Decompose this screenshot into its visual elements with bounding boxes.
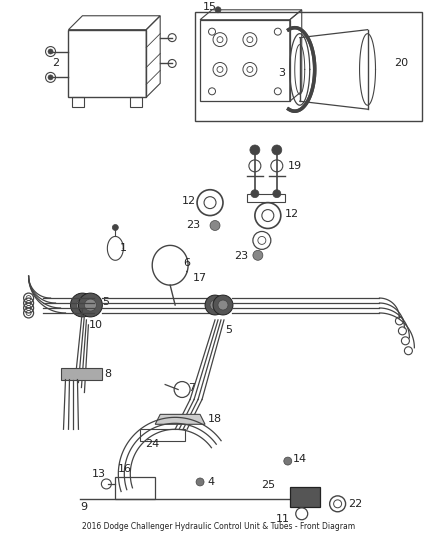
- Circle shape: [218, 300, 228, 310]
- Bar: [68, 30, 146, 97]
- Circle shape: [210, 221, 220, 230]
- Text: 1: 1: [120, 244, 127, 253]
- Circle shape: [272, 145, 282, 155]
- Text: 11: 11: [276, 514, 290, 524]
- Circle shape: [284, 457, 292, 465]
- Bar: [115, 477, 155, 499]
- Text: 14: 14: [293, 454, 307, 464]
- Circle shape: [253, 251, 263, 260]
- Circle shape: [251, 190, 259, 198]
- Text: 5: 5: [225, 325, 232, 335]
- Text: 20: 20: [395, 59, 409, 68]
- Text: 25: 25: [261, 480, 275, 490]
- Text: 2016 Dodge Challenger Hydraulic Control Unit & Tubes - Front Diagram: 2016 Dodge Challenger Hydraulic Control …: [82, 522, 356, 531]
- Circle shape: [273, 190, 281, 198]
- Text: 4: 4: [207, 477, 214, 487]
- Text: 10: 10: [88, 320, 102, 330]
- Circle shape: [71, 293, 95, 317]
- Circle shape: [250, 145, 260, 155]
- Text: 18: 18: [208, 414, 222, 424]
- Text: 17: 17: [193, 273, 207, 283]
- Text: 22: 22: [349, 499, 363, 509]
- Text: 8: 8: [104, 369, 112, 378]
- Text: 5: 5: [102, 297, 110, 307]
- Text: 13: 13: [92, 469, 106, 479]
- Circle shape: [112, 224, 118, 230]
- Text: 2: 2: [53, 59, 60, 68]
- Text: 3: 3: [278, 68, 285, 78]
- Bar: [200, 20, 290, 101]
- Circle shape: [85, 299, 96, 311]
- Text: 12: 12: [182, 196, 196, 206]
- Polygon shape: [155, 414, 205, 424]
- Text: 23: 23: [186, 220, 200, 230]
- Bar: [247, 193, 285, 201]
- Circle shape: [213, 295, 233, 315]
- Text: 16: 16: [118, 464, 132, 474]
- Text: 12: 12: [285, 208, 299, 219]
- Bar: [60, 368, 102, 379]
- Text: 6: 6: [183, 259, 190, 268]
- Text: 9: 9: [81, 502, 88, 512]
- Text: 24: 24: [145, 439, 159, 449]
- Circle shape: [48, 49, 53, 54]
- Text: 19: 19: [288, 161, 302, 171]
- Circle shape: [210, 300, 220, 310]
- Circle shape: [78, 293, 102, 317]
- Circle shape: [48, 75, 53, 80]
- Text: 15: 15: [203, 2, 217, 12]
- Text: 7: 7: [188, 383, 195, 392]
- Bar: [290, 487, 320, 507]
- Bar: [195, 12, 422, 121]
- Text: 23: 23: [234, 252, 248, 261]
- Circle shape: [215, 7, 221, 13]
- Circle shape: [205, 295, 225, 315]
- Circle shape: [77, 299, 88, 311]
- Circle shape: [196, 478, 204, 486]
